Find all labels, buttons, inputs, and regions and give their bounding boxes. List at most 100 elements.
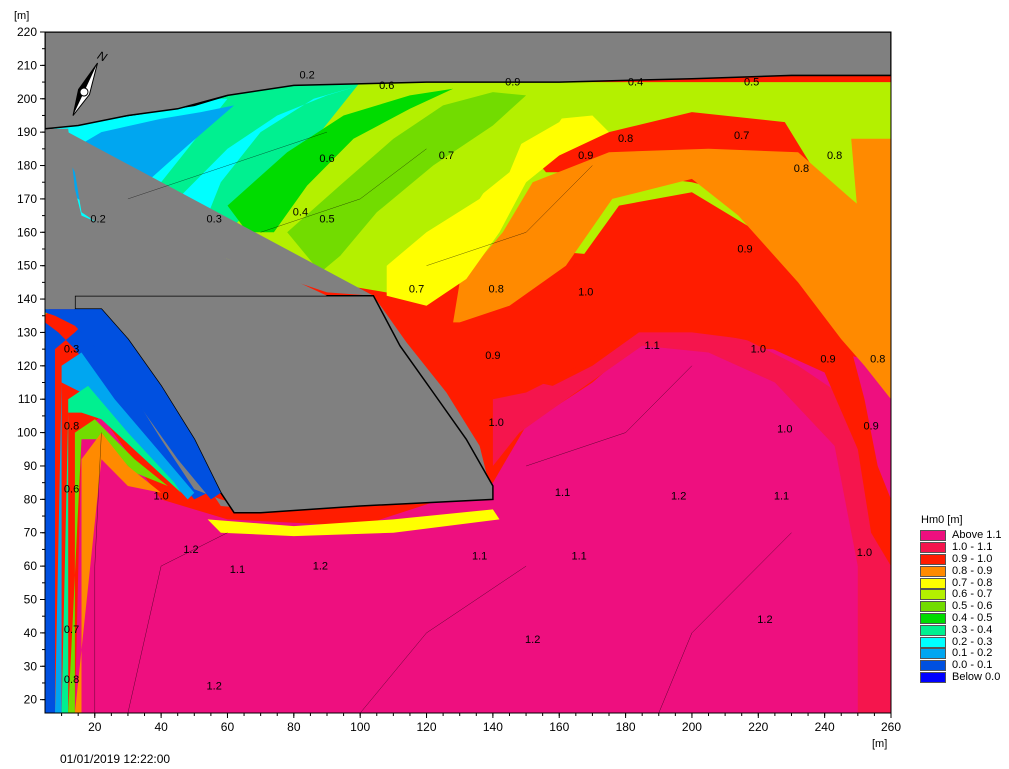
legend-label: 0.4 - 0.5 — [952, 611, 993, 624]
contour-label: 0.4 — [628, 76, 643, 88]
legend-item: 0.4 - 0.5 — [920, 611, 1002, 625]
y-tick-label: 30 — [24, 659, 38, 673]
contour-label: 1.0 — [857, 547, 872, 559]
contour-label: 1.1 — [555, 487, 570, 499]
region-0-6-to-0-7 — [343, 98, 576, 283]
timestamp: 01/01/2019 12:22:00 — [60, 752, 171, 766]
contour-label: 0.9 — [820, 353, 835, 365]
legend-item: Below 0.0 — [920, 670, 1002, 684]
legend-swatch — [920, 553, 946, 565]
contour-label: 0.9 — [485, 350, 500, 362]
legend-item: Above 1.1 — [920, 530, 1002, 542]
legend-swatch — [920, 589, 946, 601]
contour-label: 0.7 — [64, 624, 79, 636]
legend-swatch — [920, 660, 946, 672]
x-tick-label: 60 — [221, 720, 235, 734]
legend-item: 0.6 - 0.7 — [920, 589, 1002, 601]
y-tick-label: 210 — [17, 58, 37, 72]
y-tick-label: 150 — [17, 259, 37, 273]
contour-line — [127, 131, 328, 200]
y-tick-label: 170 — [17, 192, 37, 206]
contour-label: 1.0 — [777, 424, 792, 436]
land-north-top — [45, 32, 891, 130]
contour-label: 0.3 — [64, 343, 79, 355]
y-tick-label: 180 — [17, 159, 37, 173]
x-tick-label: 240 — [815, 720, 835, 734]
contour-label: 1.0 — [153, 490, 168, 502]
land-west-fill — [45, 128, 374, 310]
legend-item: 0.8 - 0.9 — [920, 565, 1002, 577]
y-tick-label: 160 — [17, 225, 37, 239]
legend-swatch — [920, 577, 946, 589]
contour-label: 1.2 — [183, 544, 198, 556]
contour-label: 1.0 — [489, 417, 504, 429]
region-0-1-to-0-2-west — [55, 352, 195, 713]
contour-label: 1.2 — [207, 681, 222, 693]
contour-label: 0.9 — [505, 76, 520, 88]
contour-label: 0.8 — [618, 133, 633, 145]
contour-label: 0.8 — [794, 163, 809, 175]
y-tick-label: 130 — [17, 325, 37, 339]
contour-label: 1.1 — [571, 550, 586, 562]
contour-label: 0.5 — [319, 213, 334, 225]
contour-label: 1.2 — [313, 560, 328, 572]
region-0-5-to-0-6-west — [68, 419, 168, 713]
region-0-8-to-0-9 — [453, 148, 891, 400]
region-0-7-to-0-8 — [386, 115, 609, 306]
contour-label: 0.8 — [870, 353, 885, 365]
region-0-8-to-0-9-east — [851, 138, 891, 233]
y-tick-label: 90 — [24, 459, 38, 473]
region-0-4-to-0-5 — [227, 88, 454, 233]
y-tick-label: 110 — [18, 392, 37, 406]
contour-line — [94, 432, 102, 713]
contour-label: 0.4 — [293, 207, 308, 219]
legend-item: 0.2 - 0.3 — [920, 636, 1002, 648]
x-tick-label: 140 — [483, 720, 503, 734]
contour-label: 1.1 — [230, 564, 245, 576]
y-tick-label: 190 — [17, 125, 37, 139]
x-tick-label: 260 — [881, 720, 901, 734]
contour-label: 0.2 — [90, 213, 105, 225]
y-tick-label: 200 — [17, 92, 37, 106]
contour-label: 0.6 — [379, 80, 394, 92]
x-tick-label: 200 — [682, 720, 702, 734]
contour-line — [526, 365, 693, 467]
land-north-spit — [48, 128, 374, 296]
region-0-9-to-1-0 — [486, 192, 891, 567]
contour-label: 0.8 — [64, 674, 79, 686]
legend: Above 1.1 1.0 - 1.1 0.9 - 1.0 0.8 - 0.9 0.7 … — [920, 530, 1002, 683]
region-0-5-to-0-6 — [287, 92, 527, 273]
region-above-1-1 — [45, 339, 891, 713]
legend-item: 1.0 - 1.1 — [920, 542, 1002, 554]
legend-item: 0.9 - 1.0 — [920, 553, 1002, 566]
legend-label: 0.5 - 0.6 — [952, 600, 993, 613]
contour-label: 1.2 — [671, 490, 686, 502]
y-tick-label: 20 — [24, 693, 38, 707]
contour-label: 1.1 — [472, 550, 487, 562]
legend-swatch — [920, 624, 946, 636]
contour-label: 1.0 — [751, 343, 766, 355]
legend-item: 0.0 - 0.1 — [920, 660, 1002, 672]
contour-label: 0.9 — [578, 150, 593, 162]
legend-swatch — [920, 636, 946, 648]
contour-label: 0.8 — [64, 420, 79, 432]
contour-line — [360, 565, 527, 713]
legend-label: Above 1.1 — [952, 529, 1002, 542]
legend-label: 1.0 - 1.1 — [952, 541, 993, 554]
legend-swatch — [920, 612, 946, 624]
contour-label: 0.5 — [744, 76, 759, 88]
x-tick-label: 160 — [549, 720, 569, 734]
contour-label: 0.6 — [319, 153, 334, 165]
contour-label: 1.2 — [525, 634, 540, 646]
legend-label: Below 0.0 — [952, 670, 1001, 683]
contour-label: 0.7 — [734, 130, 749, 142]
legend-swatch — [920, 565, 946, 577]
x-tick-label: 180 — [616, 720, 636, 734]
y-axis-unit: [m] — [14, 10, 30, 22]
contour-label: 0.9 — [863, 420, 878, 432]
contour-label: 0.9 — [737, 243, 752, 255]
legend-swatch — [920, 542, 946, 554]
contour-label: 0.2 — [299, 70, 314, 82]
contour-line — [426, 165, 593, 266]
